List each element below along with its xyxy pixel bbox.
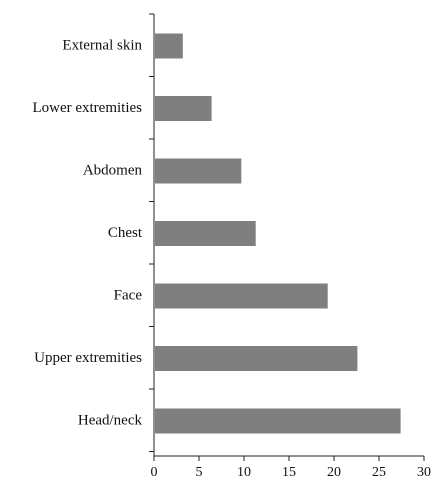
x-tick-label: 20 xyxy=(327,465,341,480)
category-label-lower-extremities: Lower extremities xyxy=(32,100,142,116)
category-label-upper-extremities: Upper extremities xyxy=(34,350,142,366)
x-tick-label: 0 xyxy=(151,465,158,480)
category-label-abdomen: Abdomen xyxy=(83,162,143,178)
axes-group xyxy=(149,13,425,461)
bar-lower-extremities xyxy=(155,96,212,121)
bar-head-neck xyxy=(155,408,401,434)
x-tick-label: 10 xyxy=(237,465,251,480)
bar-external-skin xyxy=(155,33,183,59)
x-tick-label: 15 xyxy=(282,465,296,480)
x-tick-label: 5 xyxy=(196,465,203,480)
bar-abdomen xyxy=(155,158,242,184)
bars-group xyxy=(155,33,401,434)
category-label-external-skin: External skin xyxy=(62,37,142,53)
category-label-face: Face xyxy=(114,287,143,303)
category-labels-group: External skin Lower extremities Abdomen Che… xyxy=(32,37,142,428)
category-label-chest: Chest xyxy=(108,225,143,241)
bar-upper-extremities xyxy=(155,346,358,371)
category-label-head-neck: Head/neck xyxy=(78,412,143,428)
x-tick-label: 25 xyxy=(372,465,386,480)
bar-chest xyxy=(155,221,256,246)
x-tick-label: 30 xyxy=(417,465,431,480)
bar-face xyxy=(155,283,328,309)
x-tick-labels-group: 0 5 10 15 20 25 30 xyxy=(151,465,432,480)
